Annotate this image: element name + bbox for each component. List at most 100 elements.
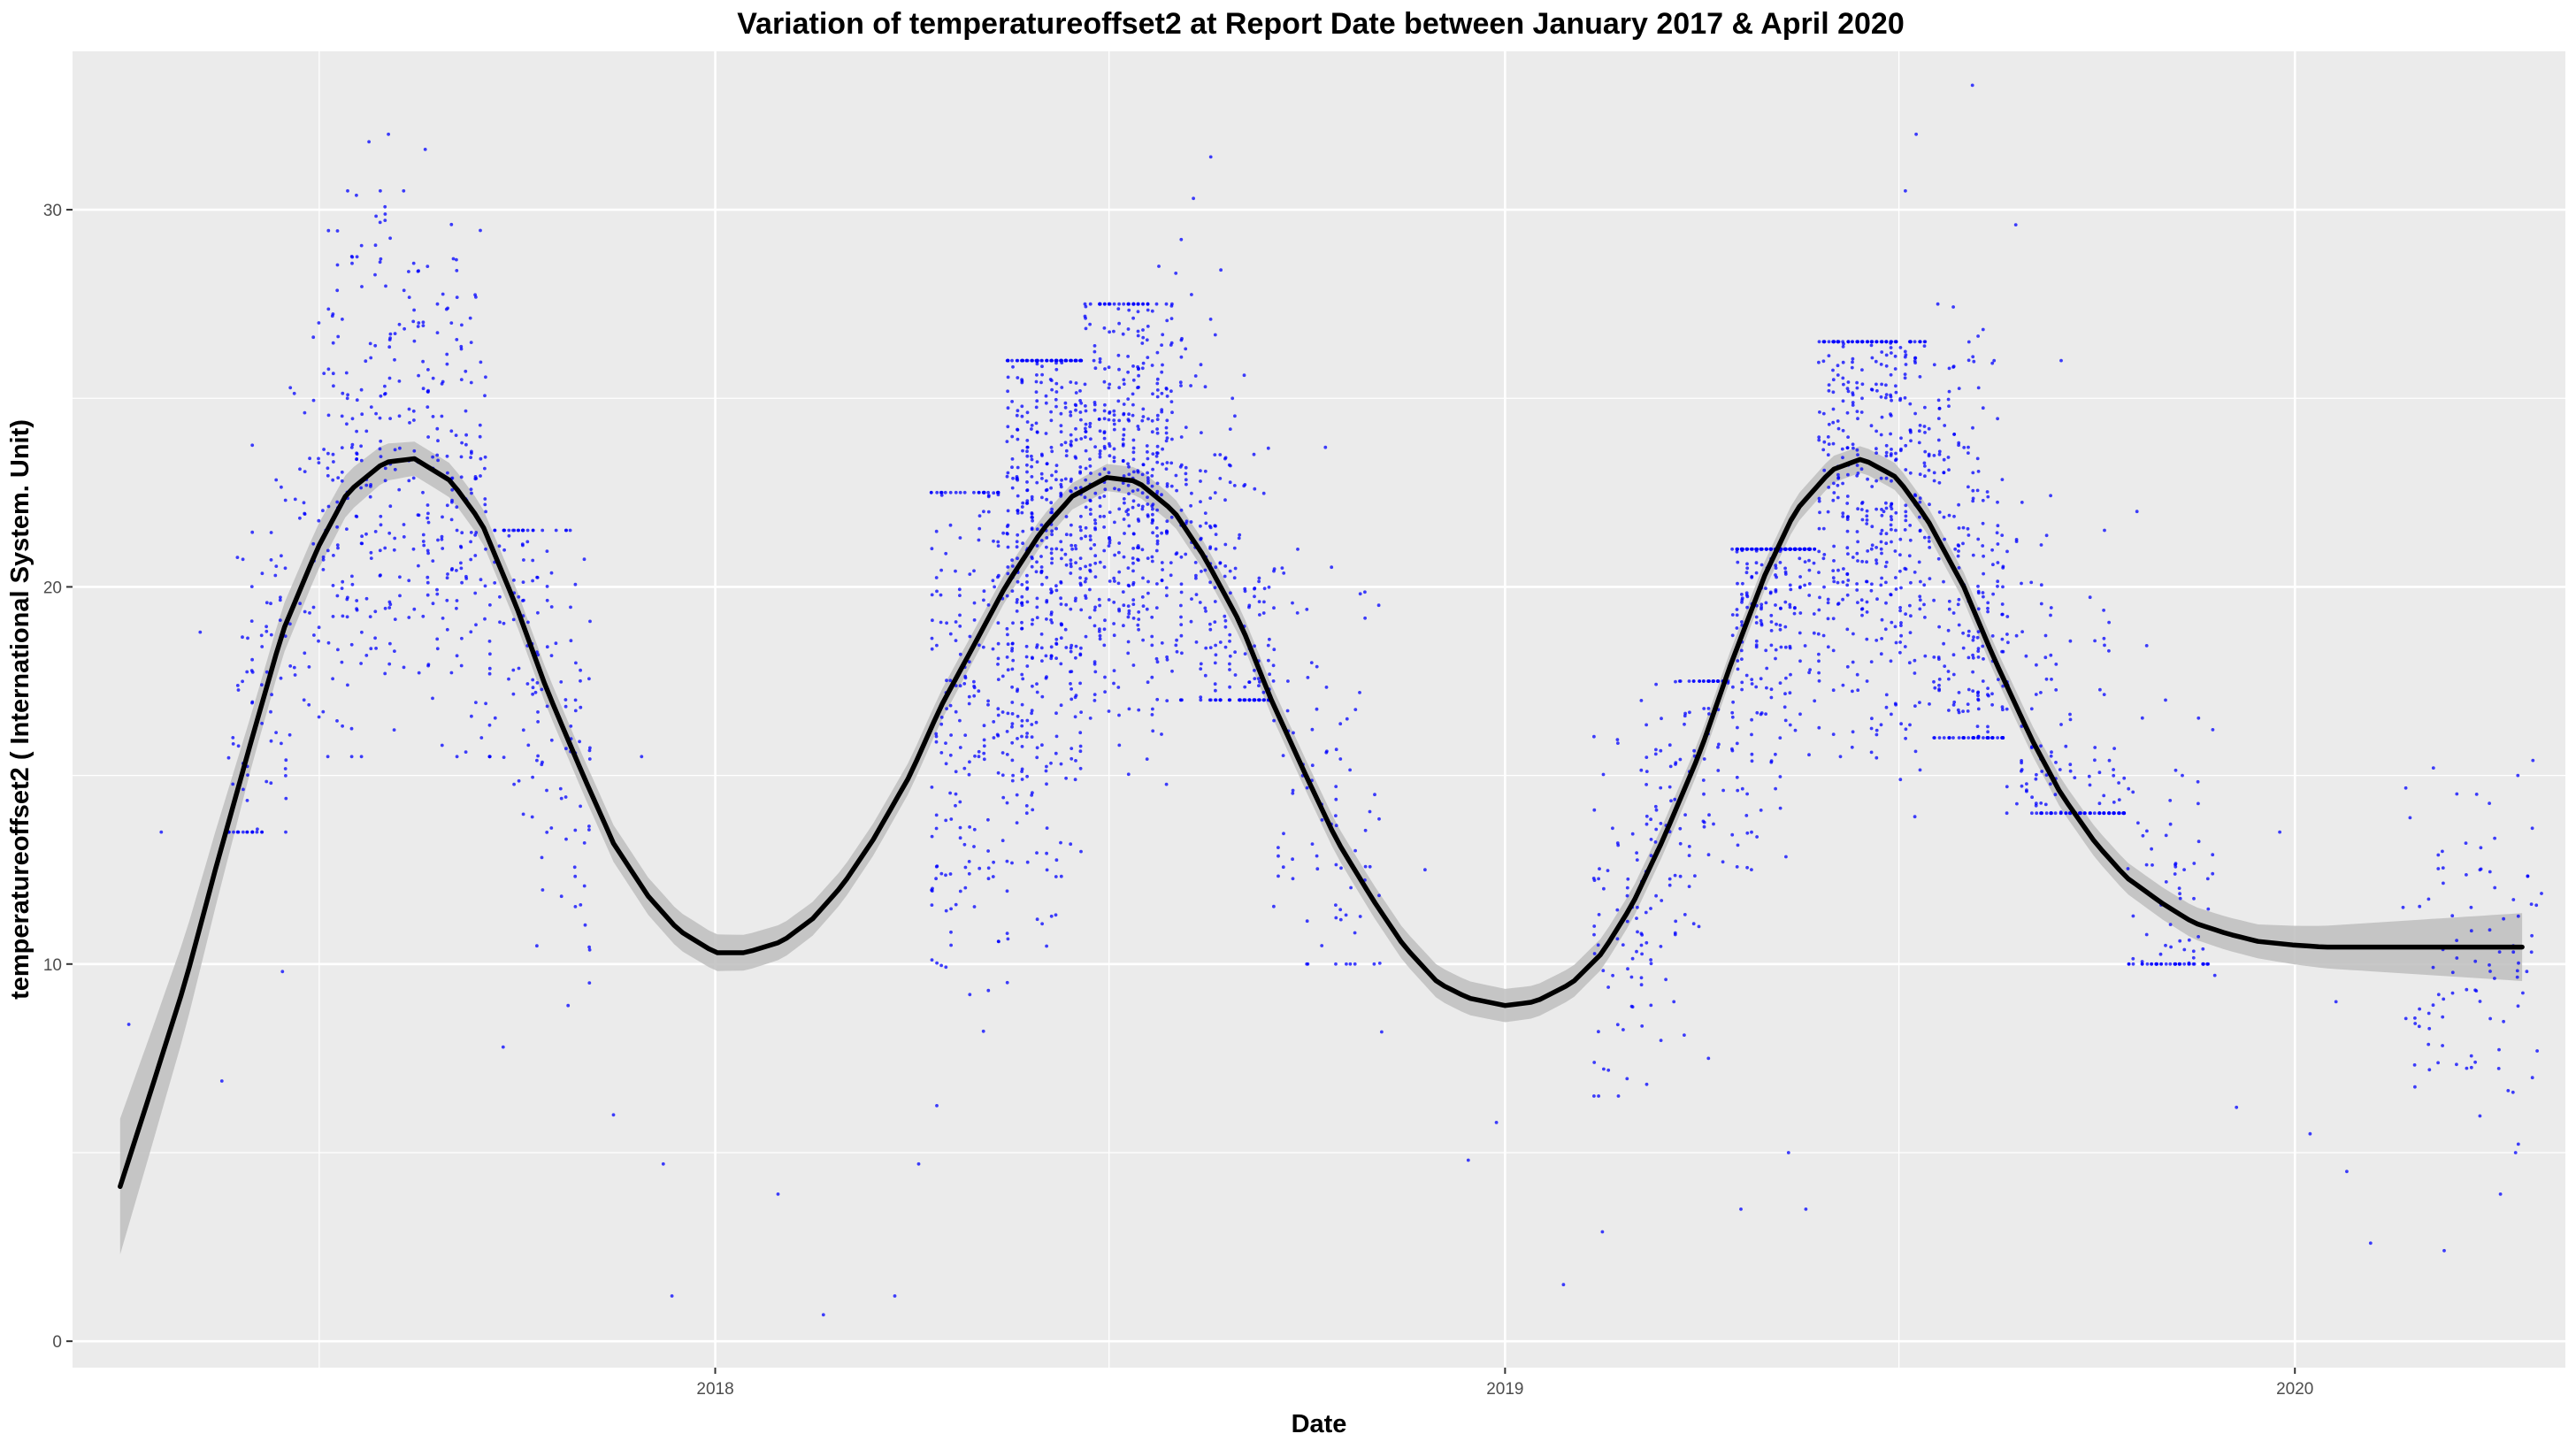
data-point — [972, 618, 977, 622]
data-point — [1883, 564, 1888, 569]
data-point — [1074, 456, 1078, 460]
data-point — [1846, 380, 1851, 384]
data-point — [364, 654, 369, 657]
data-point — [1856, 688, 1860, 693]
data-point — [2040, 770, 2044, 773]
data-point — [340, 586, 344, 590]
data-point — [1774, 573, 1777, 577]
data-point — [1098, 515, 1102, 518]
data-point — [1653, 752, 1658, 756]
data-point — [2418, 904, 2422, 908]
data-point — [1616, 741, 1620, 745]
data-point — [1160, 641, 1164, 645]
data-point — [1165, 699, 1169, 702]
data-point — [1261, 698, 1266, 702]
data-point — [1778, 681, 1782, 685]
data-point — [1070, 747, 1074, 750]
data-point — [954, 803, 957, 808]
data-point — [1946, 397, 1951, 402]
data-point — [1788, 691, 1792, 695]
data-point — [1030, 475, 1034, 479]
data-point — [982, 510, 985, 514]
data-point — [1803, 560, 1807, 564]
data-point — [1151, 512, 1154, 517]
data-point — [2117, 811, 2121, 816]
data-point — [1218, 698, 1223, 702]
data-point — [1160, 561, 1164, 564]
data-point — [1936, 302, 1940, 306]
data-point — [1116, 307, 1121, 310]
data-point — [1869, 343, 1874, 348]
data-point — [1305, 608, 1309, 611]
data-point — [280, 741, 283, 746]
data-point — [449, 222, 454, 226]
data-point — [1131, 457, 1136, 462]
data-point — [1966, 533, 1971, 537]
data-point — [2097, 801, 2102, 806]
data-point — [1769, 695, 1774, 700]
data-point — [1348, 768, 1352, 772]
data-point — [1918, 607, 1922, 611]
data-point — [1817, 499, 1821, 503]
data-point — [1821, 526, 1826, 531]
data-point — [1865, 522, 1869, 525]
data-point — [1054, 875, 1058, 878]
data-point — [1674, 919, 1678, 924]
data-point — [982, 738, 986, 742]
data-point — [1127, 492, 1131, 495]
data-point — [1233, 566, 1238, 571]
data-point — [1155, 697, 1160, 702]
data-point — [2117, 781, 2121, 785]
data-point — [525, 540, 530, 544]
data-point — [1108, 579, 1112, 583]
data-point — [986, 510, 991, 514]
data-point — [982, 751, 986, 755]
data-point — [2526, 874, 2530, 878]
data-point — [1817, 435, 1821, 440]
data-point — [1792, 611, 1797, 616]
data-point — [1904, 518, 1908, 523]
data-point — [1035, 358, 1039, 363]
data-point — [2441, 1044, 2445, 1047]
data-point — [435, 587, 439, 592]
data-point — [944, 741, 947, 745]
data-point — [1054, 397, 1058, 402]
data-point — [517, 666, 521, 671]
data-point — [1199, 524, 1202, 528]
data-point — [1874, 755, 1879, 760]
data-point — [1020, 510, 1024, 515]
data-point — [435, 426, 440, 431]
data-point — [1640, 1024, 1644, 1028]
data-point — [1783, 566, 1787, 571]
data-point — [1054, 404, 1058, 409]
data-point — [2131, 962, 2135, 966]
data-point — [1807, 547, 1812, 551]
data-point — [379, 257, 383, 261]
data-point — [1890, 398, 1894, 402]
data-point — [431, 455, 434, 459]
data-point — [1976, 707, 1981, 711]
data-point — [1856, 601, 1859, 604]
data-point — [1947, 468, 1951, 472]
data-point — [954, 490, 958, 494]
data-point — [421, 320, 426, 325]
data-point — [1079, 418, 1083, 422]
data-point — [1754, 571, 1759, 575]
data-point — [1750, 717, 1753, 722]
data-point — [1635, 949, 1638, 954]
data-point — [2196, 801, 2200, 806]
data-point — [250, 443, 255, 448]
data-point — [2014, 633, 2019, 638]
data-point — [1942, 457, 1946, 462]
data-point — [1045, 868, 1049, 872]
data-point — [1659, 822, 1663, 825]
data-point — [1161, 568, 1164, 571]
data-point — [1937, 736, 1942, 740]
data-point — [359, 541, 364, 546]
data-point — [269, 632, 273, 637]
data-point — [1981, 327, 1985, 332]
data-point — [1831, 617, 1836, 621]
data-point — [1102, 417, 1107, 421]
data-point — [1025, 410, 1030, 415]
data-point — [1165, 655, 1169, 659]
